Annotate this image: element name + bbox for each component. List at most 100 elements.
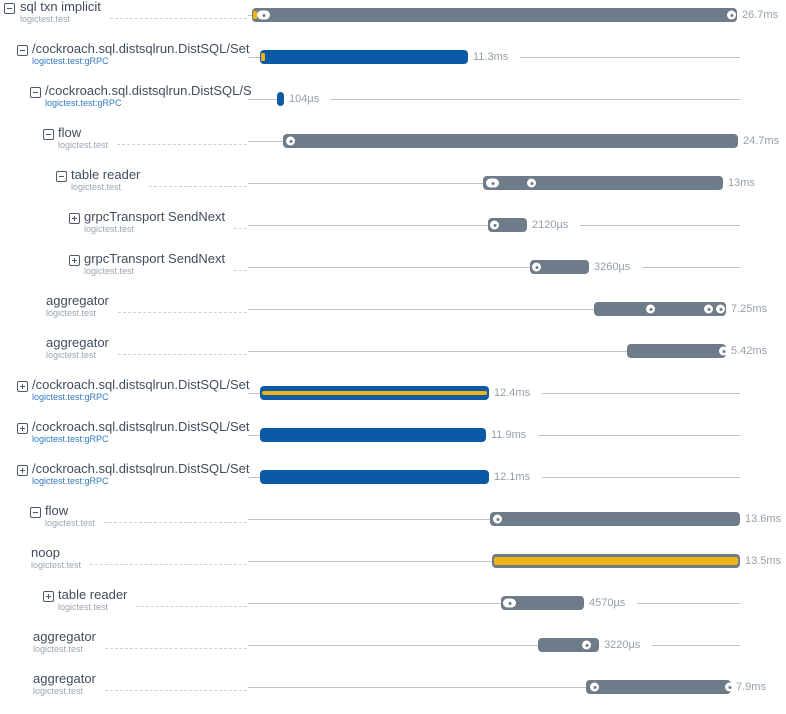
span-label[interactable]: grpcTransport SendNext logictest.test	[84, 252, 229, 277]
span-tag-link[interactable]: logictest.test:gRPC	[32, 392, 112, 403]
span-label[interactable]: noop logictest.test	[31, 546, 85, 571]
log-marker[interactable]	[646, 304, 655, 314]
span-tag-link[interactable]: logictest.test:gRPC	[32, 56, 112, 67]
log-marker[interactable]	[704, 304, 713, 314]
span-label[interactable]: aggregator logictest.test	[46, 294, 112, 319]
span-title: flow	[45, 504, 72, 518]
span-bar[interactable]	[252, 8, 737, 22]
timeline-trail-line	[538, 435, 740, 436]
span-bar[interactable]	[260, 386, 489, 400]
span-bar[interactable]	[627, 344, 728, 358]
timeline-lead-line	[248, 57, 261, 58]
expand-icon[interactable]	[17, 465, 28, 476]
span-bar[interactable]	[586, 680, 734, 694]
span-label[interactable]: /cockroach.sql.distsqlrun.DistSQL/Set log…	[32, 462, 253, 487]
span-label[interactable]: sql txn implicit logictest.test	[20, 0, 104, 25]
log-marker[interactable]	[257, 10, 270, 20]
span-duration: 11.9ms	[491, 429, 527, 441]
log-marker[interactable]	[486, 178, 499, 188]
trace-span-row: flow logictest.test 13.6ms	[0, 504, 786, 546]
span-label[interactable]: flow logictest.test	[45, 504, 99, 529]
span-bar[interactable]	[260, 50, 468, 64]
timeline-trail-line	[580, 225, 740, 226]
log-marker[interactable]	[582, 640, 591, 650]
span-label[interactable]: flow logictest.test	[58, 126, 112, 151]
expand-icon[interactable]	[43, 591, 54, 602]
expand-icon[interactable]	[69, 255, 80, 266]
trace-span-row: aggregator logictest.test 5.42ms	[0, 336, 786, 378]
collapse-icon[interactable]	[30, 507, 41, 518]
span-tag: logictest.test	[33, 644, 87, 655]
expand-icon[interactable]	[69, 213, 80, 224]
trace-span-row: /cockroach.sql.distsqlrun.DistSQL/Set log…	[0, 420, 786, 462]
span-duration: 104µs	[289, 93, 320, 105]
collapse-icon[interactable]	[4, 3, 15, 14]
span-bar[interactable]	[483, 176, 723, 190]
span-tag: logictest.test	[46, 308, 100, 319]
timeline-lead-line	[248, 183, 484, 184]
span-bar[interactable]	[538, 638, 599, 652]
span-bar[interactable]	[490, 512, 740, 526]
timeline-trail-line	[520, 57, 740, 58]
collapse-icon[interactable]	[43, 129, 54, 140]
log-marker[interactable]	[490, 220, 499, 230]
trace-span-row: /cockroach.sql.distsqlrun.DistSQL/Set log…	[0, 462, 786, 504]
span-label[interactable]: table reader logictest.test	[58, 588, 131, 613]
span-title: table reader	[71, 168, 144, 182]
span-bar[interactable]	[260, 428, 486, 442]
log-marker[interactable]	[716, 304, 725, 314]
span-duration: 24.7ms	[743, 135, 780, 147]
span-label[interactable]: /cockroach.sql.distsqlrun.DistSQL/S logic…	[45, 84, 255, 109]
label-dash-connector	[117, 144, 247, 145]
log-marker[interactable]	[725, 682, 734, 692]
span-tag-link[interactable]: logictest.test:gRPC	[32, 476, 112, 487]
span-bar[interactable]	[277, 92, 284, 106]
span-bar[interactable]	[260, 470, 489, 484]
timeline-trail-line	[542, 393, 740, 394]
span-title: sql txn implicit	[20, 0, 104, 14]
span-bar[interactable]	[488, 218, 527, 232]
log-marker[interactable]	[286, 136, 295, 146]
trace-span-row: table reader logictest.test 13ms	[0, 168, 786, 210]
timeline-lead-line	[248, 477, 261, 478]
span-title: aggregator	[46, 294, 112, 308]
span-bar[interactable]	[594, 302, 726, 316]
log-marker[interactable]	[253, 11, 257, 19]
log-marker[interactable]	[727, 10, 736, 20]
label-dash-connector	[90, 564, 247, 565]
log-marker[interactable]	[527, 178, 536, 188]
span-label[interactable]: /cockroach.sql.distsqlrun.DistSQL/Set log…	[32, 378, 253, 403]
expand-icon[interactable]	[17, 381, 28, 392]
span-tag-link[interactable]: logictest.test:gRPC	[45, 98, 125, 109]
log-marker[interactable]	[261, 53, 265, 61]
span-bar[interactable]	[501, 596, 584, 610]
log-marker[interactable]	[719, 346, 728, 356]
span-label[interactable]: table reader logictest.test	[71, 168, 144, 193]
span-label[interactable]: aggregator logictest.test	[46, 336, 112, 361]
log-marker[interactable]	[493, 514, 502, 524]
log-marker[interactable]	[263, 391, 271, 395]
span-title: aggregator	[33, 672, 99, 686]
span-bar[interactable]	[283, 134, 738, 148]
span-title: /cockroach.sql.distsqlrun.DistSQL/Set	[32, 420, 253, 434]
collapse-icon[interactable]	[17, 45, 28, 56]
span-label[interactable]: /cockroach.sql.distsqlrun.DistSQL/Set log…	[32, 42, 253, 67]
span-label[interactable]: aggregator logictest.test	[33, 630, 99, 655]
span-label[interactable]: grpcTransport SendNext logictest.test	[84, 210, 229, 235]
log-marker[interactable]	[503, 598, 516, 608]
span-bar[interactable]	[530, 260, 589, 274]
span-tag-link[interactable]: logictest.test:gRPC	[32, 434, 112, 445]
span-title: /cockroach.sql.distsqlrun.DistSQL/Set	[32, 378, 253, 392]
expand-icon[interactable]	[17, 423, 28, 434]
log-marker[interactable]	[532, 262, 541, 272]
timeline-lead-line	[248, 519, 491, 520]
span-label[interactable]: aggregator logictest.test	[33, 672, 99, 697]
collapse-icon[interactable]	[30, 87, 41, 98]
log-marker[interactable]	[590, 682, 599, 692]
span-bar[interactable]	[492, 554, 740, 568]
span-title: grpcTransport SendNext	[84, 210, 229, 224]
collapse-icon[interactable]	[56, 171, 67, 182]
span-title: /cockroach.sql.distsqlrun.DistSQL/S	[45, 84, 255, 98]
span-label[interactable]: /cockroach.sql.distsqlrun.DistSQL/Set log…	[32, 420, 253, 445]
